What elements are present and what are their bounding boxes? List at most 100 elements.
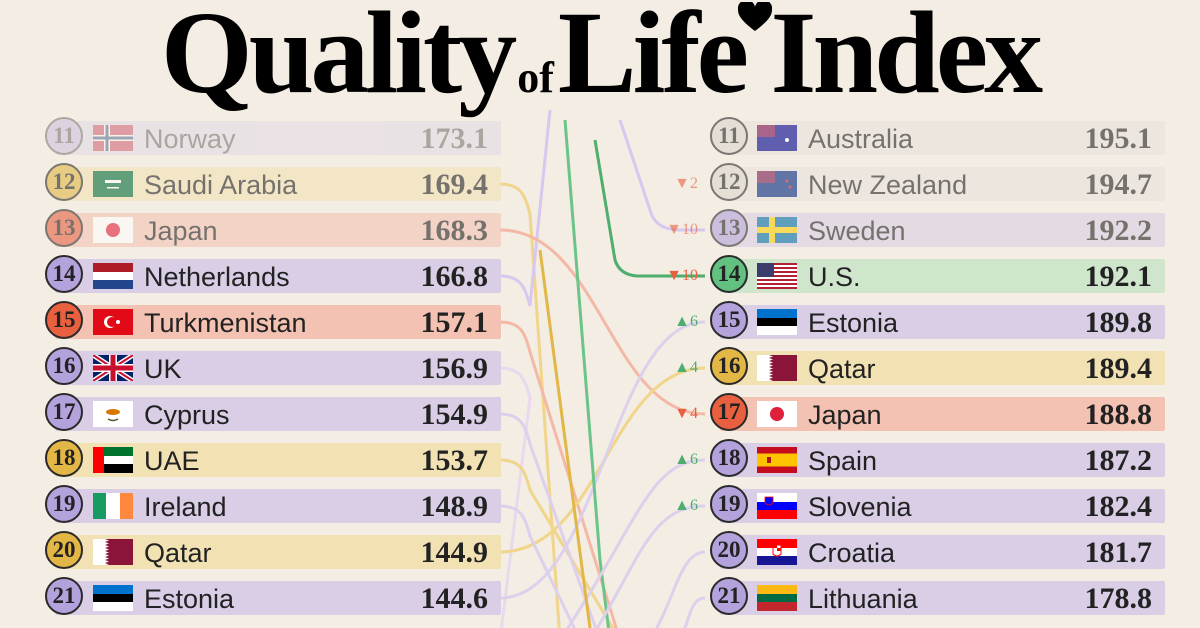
rank-badge: 14	[45, 255, 83, 293]
ranking-row: 14 Netherlands 166.8	[0, 255, 1200, 293]
rank-change: ▲6	[674, 497, 698, 514]
country-name: Sweden	[808, 216, 906, 246]
index-value: 192.2	[1084, 214, 1153, 247]
index-value: 188.8	[1084, 398, 1153, 431]
rank-badge: 15	[710, 301, 748, 339]
country-name: Slovenia	[808, 492, 912, 522]
rank-badge: 11	[710, 117, 748, 155]
index-value: 169.4	[420, 168, 489, 201]
ranking-row: 16 UK 156.9	[0, 347, 1200, 385]
connector-line	[499, 458, 615, 628]
country-name: Qatar	[808, 354, 876, 384]
country-name: Netherlands	[144, 262, 290, 292]
rank-badge: 20	[45, 531, 83, 569]
country-name: New Zealand	[808, 170, 968, 200]
index-value: 189.4	[1084, 352, 1153, 385]
rank-badge: 12	[45, 163, 83, 201]
connector-line	[499, 320, 706, 600]
country-name: Estonia	[808, 308, 899, 338]
ranking-row: 14 U.S. 192.1 ▼10	[0, 255, 1200, 293]
rank-change: ▲4	[674, 359, 698, 376]
country-name: UAE	[144, 446, 200, 476]
australia-flag-icon	[757, 125, 797, 151]
ranking-row: 19 Slovenia 182.4 ▲6	[0, 485, 1200, 523]
connector-line	[683, 596, 706, 628]
country-name: Croatia	[808, 538, 896, 568]
lithuania-flag-icon	[757, 585, 797, 611]
connector-line	[499, 412, 598, 628]
qatar-flag-icon	[757, 355, 797, 381]
rank-change: ▼10	[666, 267, 698, 284]
country-name: UK	[144, 354, 182, 384]
ranking-row: 12 New Zealand 194.7 ▼2	[0, 163, 1200, 201]
newzealand-flag-icon	[757, 171, 797, 197]
index-value: 148.9	[420, 490, 489, 523]
index-value: 157.1	[420, 306, 489, 339]
connector-line	[499, 366, 532, 628]
ranking-row: 11 Norway 173.1	[0, 117, 1200, 155]
index-value: 156.9	[420, 352, 489, 385]
index-value: 182.4	[1084, 490, 1153, 523]
country-name: Ireland	[144, 492, 227, 522]
ranking-row: 13 Japan 168.3	[0, 209, 1200, 247]
uae-flag-icon	[93, 447, 133, 473]
index-value: 154.9	[420, 398, 489, 431]
uk-flag-icon	[93, 355, 133, 381]
rank-badge: 14	[710, 255, 748, 293]
ranking-row: 18 UAE 153.7	[0, 439, 1200, 477]
connector-line	[499, 228, 706, 416]
country-name: Australia	[808, 124, 914, 154]
connector-line	[655, 550, 706, 628]
country-name: Estonia	[144, 584, 235, 614]
estonia-flag-icon	[757, 309, 797, 335]
ranking-row: 15 Estonia 189.8 ▲6	[0, 301, 1200, 339]
country-name: Norway	[144, 124, 236, 154]
connector-line	[593, 139, 705, 278]
rank-badge: 19	[45, 485, 83, 523]
ranking-row: 19 Ireland 148.9	[0, 485, 1200, 523]
rank-change: ▲6	[674, 313, 698, 330]
ranking-row: 16 Qatar 189.4 ▲4	[0, 347, 1200, 385]
ranking-row: 17 Cyprus 154.9	[0, 393, 1200, 431]
ranking-row: 17 Japan 188.8 ▼4	[0, 393, 1200, 431]
rank-badge: 21	[45, 577, 83, 615]
rank-badge: 13	[45, 209, 83, 247]
title-quality: Quality	[160, 0, 517, 118]
ranking-row: 11 Australia 195.1	[0, 117, 1200, 155]
rank-badge: 18	[45, 439, 83, 477]
norway-flag-icon	[93, 125, 133, 151]
ranking-row: 21 Lithuania 178.8	[0, 577, 1200, 615]
country-name: Turkmenistan	[144, 308, 307, 338]
ireland-flag-icon	[93, 493, 133, 519]
index-value: 153.7	[420, 444, 489, 477]
country-name: U.S.	[808, 262, 861, 292]
connector-line	[499, 504, 576, 628]
index-value: 181.7	[1084, 536, 1153, 569]
rank-change: ▼4	[674, 405, 698, 422]
ranking-row: 12 Saudi Arabia 169.4	[0, 163, 1200, 201]
connector-line	[595, 504, 706, 628]
country-name: Lithuania	[808, 584, 918, 614]
country-name: Japan	[144, 216, 218, 246]
qatar-flag-icon	[93, 539, 133, 565]
connector-line	[499, 109, 552, 307]
index-value: 144.9	[420, 536, 489, 569]
index-value: 168.3	[420, 214, 489, 247]
sweden-flag-icon	[757, 217, 797, 243]
rank-badge: 19	[710, 485, 748, 523]
index-value: 189.8	[1084, 306, 1153, 339]
rank-badge: 16	[710, 347, 748, 385]
rank-badge: 13	[710, 209, 748, 247]
rank-badge: 17	[710, 393, 748, 431]
index-value: 187.2	[1084, 444, 1153, 477]
ranking-row: 15 Turkmenistan 157.1	[0, 301, 1200, 339]
index-value: 194.7	[1084, 168, 1153, 201]
title-life-index: Life Index	[557, 0, 1043, 118]
rank-badge: 12	[710, 163, 748, 201]
us-flag-icon	[757, 263, 797, 289]
japan-flag-icon	[757, 401, 797, 427]
country-name: Spain	[808, 446, 878, 476]
rank-badge: 15	[45, 301, 83, 339]
rank-badge: 21	[710, 577, 748, 615]
